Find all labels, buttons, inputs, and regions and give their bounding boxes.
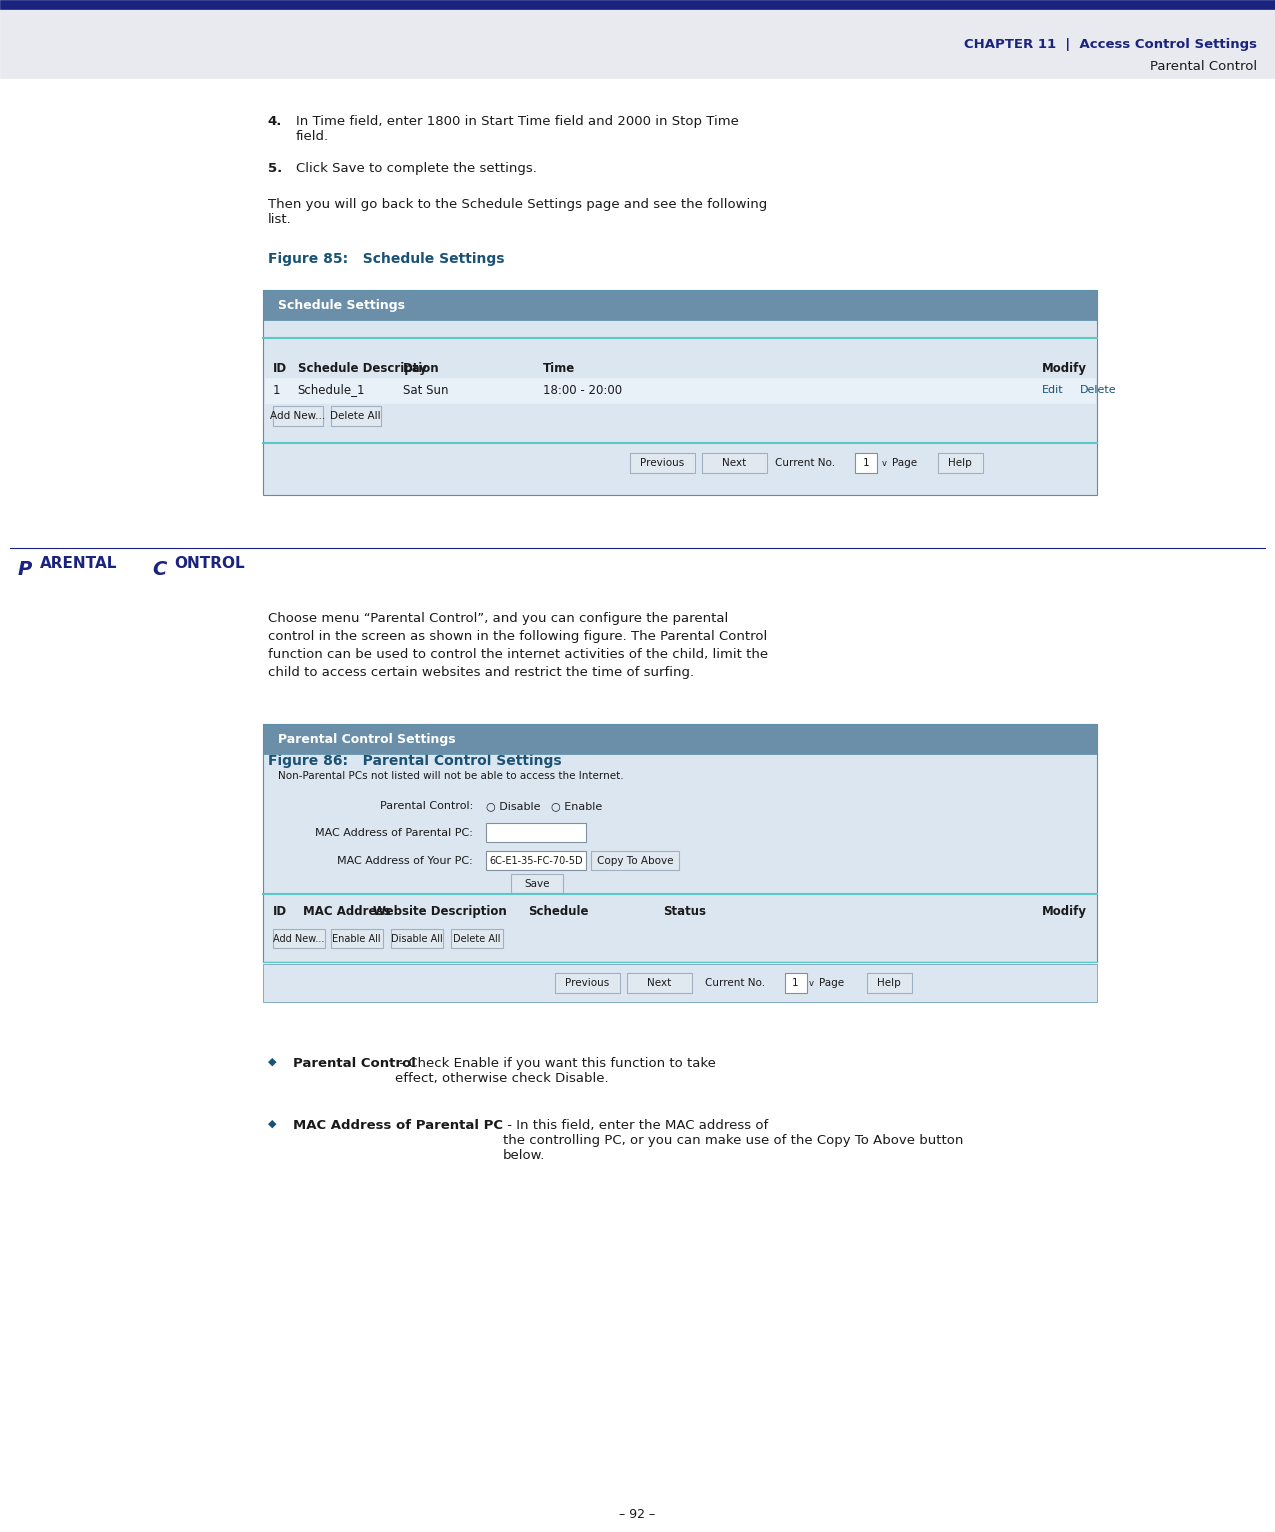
FancyBboxPatch shape <box>263 290 1096 320</box>
Text: 1: 1 <box>273 383 281 397</box>
Text: Previous: Previous <box>565 977 609 988</box>
Text: Figure 86:   Parental Control Settings: Figure 86: Parental Control Settings <box>268 754 561 768</box>
Text: Delete All: Delete All <box>330 411 381 421</box>
Text: 6C-E1-35-FC-70-5D: 6C-E1-35-FC-70-5D <box>488 856 583 866</box>
FancyBboxPatch shape <box>784 973 807 993</box>
Text: Help: Help <box>949 458 972 467</box>
Text: v: v <box>808 979 813 988</box>
Text: Page: Page <box>891 458 917 467</box>
Text: Delete All: Delete All <box>453 933 501 944</box>
Text: C: C <box>152 561 166 579</box>
FancyBboxPatch shape <box>263 725 1096 962</box>
Text: Choose menu “Parental Control”, and you can configure the parental
control in th: Choose menu “Parental Control”, and you … <box>268 611 768 679</box>
Text: Schedule Description: Schedule Description <box>298 362 439 374</box>
FancyBboxPatch shape <box>263 964 1096 1002</box>
Text: Status: Status <box>663 904 706 918</box>
Text: Parental Control: Parental Control <box>293 1057 416 1069</box>
Text: Add New...: Add New... <box>270 411 325 421</box>
Text: Help: Help <box>877 977 901 988</box>
Text: Schedule: Schedule <box>528 904 588 918</box>
Text: Website Description: Website Description <box>372 904 506 918</box>
Text: Save: Save <box>524 878 550 889</box>
Text: – 92 –: – 92 – <box>620 1507 655 1520</box>
FancyBboxPatch shape <box>630 453 695 473</box>
Text: CHAPTER 11  |  Access Control Settings: CHAPTER 11 | Access Control Settings <box>964 38 1257 51</box>
Text: ID: ID <box>273 362 287 374</box>
Text: Then you will go back to the Schedule Settings page and see the following
list.: Then you will go back to the Schedule Se… <box>268 198 768 227</box>
Text: 5.: 5. <box>268 162 282 175</box>
Text: - In this field, enter the MAC address of
the controlling PC, or you can make us: - In this field, enter the MAC address o… <box>502 1118 963 1161</box>
Text: Enable All: Enable All <box>333 933 381 944</box>
Text: MAC Address of Your PC:: MAC Address of Your PC: <box>337 856 473 866</box>
FancyBboxPatch shape <box>265 378 1094 403</box>
Text: Modify: Modify <box>1042 904 1086 918</box>
FancyBboxPatch shape <box>390 928 442 948</box>
Text: ONTROL: ONTROL <box>173 556 245 571</box>
Text: ◆: ◆ <box>268 1057 277 1066</box>
FancyBboxPatch shape <box>854 453 877 473</box>
Text: Non-Parental PCs not listed will not be able to access the Internet.: Non-Parental PCs not listed will not be … <box>278 771 623 781</box>
FancyBboxPatch shape <box>555 973 620 993</box>
Text: Delete: Delete <box>1080 385 1116 395</box>
Text: MAC Address: MAC Address <box>302 904 390 918</box>
Text: Next: Next <box>646 977 671 988</box>
Text: Edit: Edit <box>1042 385 1063 395</box>
Text: Parental Control Settings: Parental Control Settings <box>278 732 455 746</box>
Text: Day: Day <box>403 362 427 374</box>
Text: In Time field, enter 1800 in Start Time field and 2000 in Stop Time
field.: In Time field, enter 1800 in Start Time … <box>296 115 738 142</box>
Text: Current No.: Current No. <box>775 458 835 467</box>
Text: Previous: Previous <box>640 458 685 467</box>
FancyBboxPatch shape <box>626 973 691 993</box>
Text: 18:00 - 20:00: 18:00 - 20:00 <box>543 383 622 397</box>
FancyBboxPatch shape <box>273 406 323 426</box>
FancyBboxPatch shape <box>867 973 912 993</box>
Text: Next: Next <box>722 458 746 467</box>
FancyBboxPatch shape <box>263 290 1096 495</box>
Text: MAC Address of Parental PC: MAC Address of Parental PC <box>293 1118 502 1132</box>
Text: Page: Page <box>819 977 844 988</box>
Text: v: v <box>881 458 886 467</box>
Text: Sat Sun: Sat Sun <box>403 383 449 397</box>
Text: 1: 1 <box>792 977 799 988</box>
Text: ◆: ◆ <box>268 1118 277 1129</box>
Text: ARENTAL: ARENTAL <box>40 556 117 571</box>
FancyBboxPatch shape <box>937 453 983 473</box>
FancyBboxPatch shape <box>511 873 562 893</box>
Text: ○ Disable   ○ Enable: ○ Disable ○ Enable <box>486 801 602 810</box>
Text: Parental Control:: Parental Control: <box>380 801 473 810</box>
FancyBboxPatch shape <box>330 928 382 948</box>
Text: Add New...: Add New... <box>273 933 324 944</box>
FancyBboxPatch shape <box>0 0 1275 9</box>
FancyBboxPatch shape <box>486 823 585 843</box>
Text: ID: ID <box>273 904 287 918</box>
Text: Schedule_1: Schedule_1 <box>298 383 365 397</box>
FancyBboxPatch shape <box>0 0 1275 78</box>
Text: Disable All: Disable All <box>391 933 442 944</box>
Text: Figure 85:   Schedule Settings: Figure 85: Schedule Settings <box>268 251 504 267</box>
Text: Schedule Settings: Schedule Settings <box>278 299 404 311</box>
Text: P: P <box>18 561 32 579</box>
FancyBboxPatch shape <box>263 725 1096 754</box>
FancyBboxPatch shape <box>486 850 585 870</box>
FancyBboxPatch shape <box>273 928 325 948</box>
FancyBboxPatch shape <box>451 928 502 948</box>
Text: 1: 1 <box>862 458 870 467</box>
Text: 4.: 4. <box>268 115 282 129</box>
Text: Current No.: Current No. <box>705 977 765 988</box>
Text: - Check Enable if you want this function to take
effect, otherwise check Disable: - Check Enable if you want this function… <box>395 1057 715 1085</box>
FancyBboxPatch shape <box>330 406 381 426</box>
Text: MAC Address of Parental PC:: MAC Address of Parental PC: <box>315 827 473 838</box>
Text: Modify: Modify <box>1042 362 1086 374</box>
FancyBboxPatch shape <box>590 850 678 870</box>
Text: Copy To Above: Copy To Above <box>597 856 673 866</box>
Text: Time: Time <box>543 362 575 374</box>
Text: Click Save to complete the settings.: Click Save to complete the settings. <box>296 162 537 175</box>
FancyBboxPatch shape <box>701 453 766 473</box>
Text: Parental Control: Parental Control <box>1150 60 1257 74</box>
